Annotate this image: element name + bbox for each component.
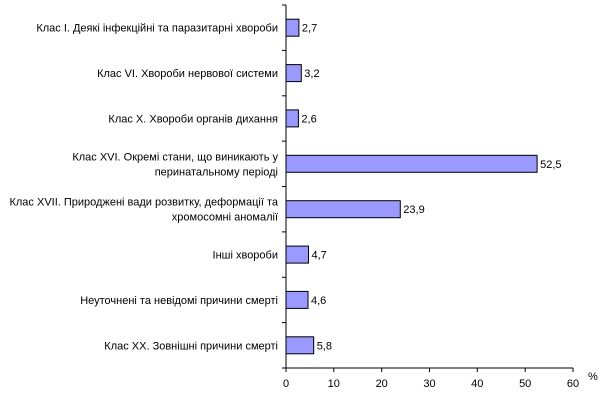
bar bbox=[285, 154, 538, 173]
category-label: Клас ХХ. Зовнішні причини смерті bbox=[104, 340, 278, 352]
bar bbox=[285, 64, 302, 83]
x-tick-label: 20 bbox=[376, 378, 388, 390]
category-label-line: Інші хвороби bbox=[213, 250, 278, 262]
bar-value-label: 3,2 bbox=[304, 68, 319, 80]
bar bbox=[285, 109, 299, 128]
x-tick-label: 50 bbox=[519, 378, 531, 390]
category-label: Клас Х. Хвороби органів дихання bbox=[108, 113, 278, 125]
bar-value-label: 4,6 bbox=[311, 295, 326, 307]
category-label-line: Клас Х. Хвороби органів дихання bbox=[108, 113, 278, 125]
bar bbox=[285, 18, 300, 37]
bar-value-label: 52,5 bbox=[540, 159, 561, 171]
x-tick-label: 10 bbox=[328, 378, 340, 390]
category-label: Клас VI. Хвороби нервової системи bbox=[97, 68, 278, 80]
category-label: Клас XVI. Окремі стани, що виникають у пе… bbox=[72, 151, 278, 178]
category-label-line: Клас I. Деякі інфекційні та паразитарні … bbox=[36, 23, 278, 35]
category-label-line: перинатальному періоді bbox=[155, 166, 278, 178]
category-label-line: Клас ХХ. Зовнішні причини смерті bbox=[104, 340, 278, 352]
category-label-line: хромосомні аномалії bbox=[172, 212, 278, 224]
bar-value-label: 2,7 bbox=[302, 23, 317, 35]
x-axis: 0 10 20 30 40 50 60 bbox=[282, 4, 579, 390]
x-tick-label: 30 bbox=[423, 378, 435, 390]
bar-value-label: 23,9 bbox=[403, 204, 424, 216]
category-label: Клас I. Деякі інфекційні та паразитарні … bbox=[36, 23, 278, 35]
category-label-line: Неуточнені та невідомі причини смерті bbox=[80, 295, 278, 307]
bar-value-label: 5,8 bbox=[317, 340, 332, 352]
bar bbox=[285, 200, 401, 219]
category-label: Клас XVII. Природжені вади розвитку, деф… bbox=[9, 197, 278, 224]
x-axis-unit-label: % bbox=[588, 371, 598, 383]
category-label: Неуточнені та невідомі причини смерті bbox=[80, 295, 278, 307]
bar-value-label: 2,6 bbox=[301, 113, 316, 125]
bar-value-label: 4,7 bbox=[312, 250, 327, 262]
bar bbox=[285, 336, 315, 355]
x-tick-label: 0 bbox=[283, 378, 289, 390]
bar bbox=[285, 245, 309, 264]
category-label-line: Клас XVII. Природжені вади розвитку, деф… bbox=[9, 197, 278, 209]
category-label-line: Клас XVI. Окремі стани, що виникають у bbox=[72, 151, 278, 163]
category-labels: Клас I. Деякі інфекційні та паразитарні … bbox=[9, 23, 278, 353]
x-tick-label: 40 bbox=[471, 378, 483, 390]
category-label: Інші хвороби bbox=[213, 250, 278, 262]
category-label-line: Клас VI. Хвороби нервової системи bbox=[97, 68, 278, 80]
bars: 2,7 3,2 2,6 52,5 23,9 4,7 4,6 5,8 bbox=[285, 18, 562, 355]
x-tick-label: 60 bbox=[567, 378, 579, 390]
bar bbox=[285, 290, 309, 309]
